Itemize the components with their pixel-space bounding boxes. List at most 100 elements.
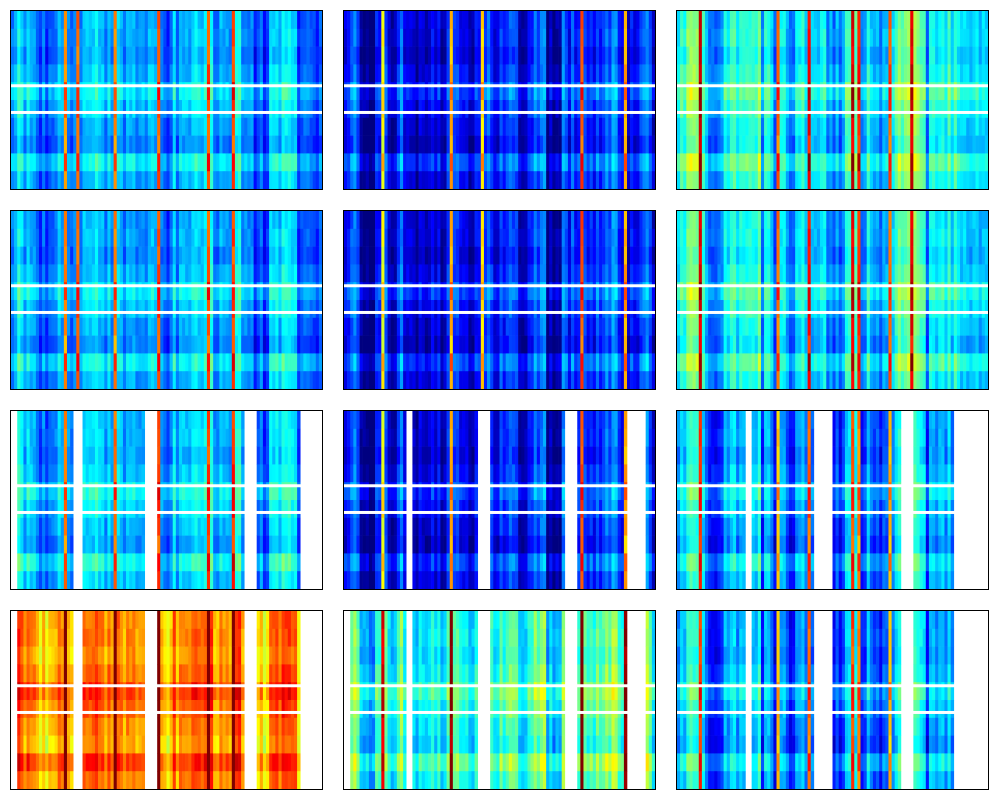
heatmap-cell (253, 300, 257, 319)
heatmap-cell (474, 264, 479, 283)
heatmap-cell (474, 153, 479, 172)
heatmap-cell (344, 153, 348, 172)
heatmap-cell (194, 100, 198, 119)
heatmap-cell (459, 100, 463, 119)
heatmap-cell (244, 317, 248, 336)
heatmap-cell (708, 82, 712, 101)
heatmap-cell (757, 46, 762, 65)
heatmap-cell (287, 117, 292, 136)
heatmap-cell (157, 11, 161, 30)
heatmap-cell (244, 246, 248, 265)
heatmap-cell (431, 82, 435, 101)
heatmap-cell (17, 100, 21, 119)
heatmap-cell (527, 228, 531, 247)
heatmap-cell (561, 82, 566, 101)
heatmap-cell (891, 11, 895, 30)
heatmap-cell (384, 64, 388, 83)
heatmap-cell (129, 317, 133, 336)
heatmap-cell (614, 335, 618, 354)
heatmap-cell (306, 335, 310, 354)
heatmap-cell (253, 46, 257, 65)
heatmap-cell (620, 317, 625, 336)
heatmap-cell (393, 82, 398, 101)
heatmap-cell (82, 64, 86, 83)
heatmap-cell (841, 135, 846, 154)
heatmap-cell (916, 117, 920, 136)
heatmap-cell (567, 100, 572, 119)
heatmap-cell (487, 282, 491, 301)
heatmap-cell (577, 153, 581, 172)
heatmap-cell (126, 228, 130, 247)
heatmap-cell (449, 171, 454, 189)
heatmap-cell (387, 282, 391, 301)
heatmap-cell (505, 228, 510, 247)
heatmap-cell (362, 317, 367, 336)
heatmap-cell (244, 335, 248, 354)
heatmap-cell (574, 171, 578, 189)
heatmap-cell (147, 117, 152, 136)
heatmap-cell (150, 64, 155, 83)
heatmap-cell (527, 335, 531, 354)
heatmap-cell (521, 371, 525, 389)
heatmap-cell (244, 211, 248, 230)
heatmap-cell (577, 64, 581, 83)
heatmap-cell (521, 64, 525, 83)
heatmap-cell (605, 353, 609, 372)
heatmap-cell (278, 335, 282, 354)
heatmap-cell (113, 264, 118, 283)
heatmap-cell (244, 135, 248, 154)
heatmap-cell (440, 82, 444, 101)
heatmap-cell (353, 353, 357, 372)
heatmap-cell (110, 100, 114, 119)
heatmap-cell (278, 64, 282, 83)
heatmap-cell (623, 335, 628, 354)
heatmap-cell (269, 246, 273, 265)
heatmap-cell (375, 335, 379, 354)
heatmap-cell (73, 11, 77, 30)
heatmap-cell (455, 11, 460, 30)
heatmap-cell (210, 117, 214, 136)
heatmap-cell (714, 11, 718, 30)
heatmap-cell (150, 153, 155, 172)
heatmap-cell (284, 353, 289, 372)
heatmap-cell (178, 64, 183, 83)
heatmap-cell (82, 135, 86, 154)
heatmap-cell (651, 117, 655, 136)
heatmap-cell (434, 228, 438, 247)
heatmap-cell (620, 117, 625, 136)
heatmap-cell (219, 353, 223, 372)
heatmap-cell (278, 11, 282, 30)
heatmap-cell (483, 300, 488, 319)
heatmap-cell (583, 100, 587, 119)
heatmap-cell (94, 46, 99, 65)
heatmap-cell (306, 82, 310, 101)
heatmap-cell (415, 153, 419, 172)
heatmap-cell (94, 82, 99, 101)
heatmap-cell (200, 211, 205, 230)
heatmap-cell (101, 246, 105, 265)
heatmap-cell (723, 64, 728, 83)
heatmap-cell (272, 335, 276, 354)
heatmap-cell (891, 135, 895, 154)
heatmap-cell (378, 82, 382, 101)
heatmap-cell (642, 153, 646, 172)
heatmap-cell (832, 100, 836, 119)
heatmap-cell (172, 64, 177, 83)
heatmap-cell (776, 28, 780, 47)
heatmap-cell (20, 353, 24, 372)
heatmap-cell (567, 264, 572, 283)
heatmap-cell (412, 171, 416, 189)
heatmap-cell (969, 64, 973, 83)
heatmap-cell (490, 28, 494, 47)
heatmap-cell (375, 353, 379, 372)
heatmap-cell (823, 100, 827, 119)
heatmap-cell (107, 335, 111, 354)
heatmap-cell (546, 335, 550, 354)
heatmap-cell (677, 100, 681, 119)
heatmap-cell (129, 117, 133, 136)
heatmap-cell (518, 228, 522, 247)
heatmap-cell (804, 46, 808, 65)
heatmap-cell (287, 28, 292, 47)
heatmap-cell (412, 211, 416, 230)
heatmap-cell (210, 335, 214, 354)
